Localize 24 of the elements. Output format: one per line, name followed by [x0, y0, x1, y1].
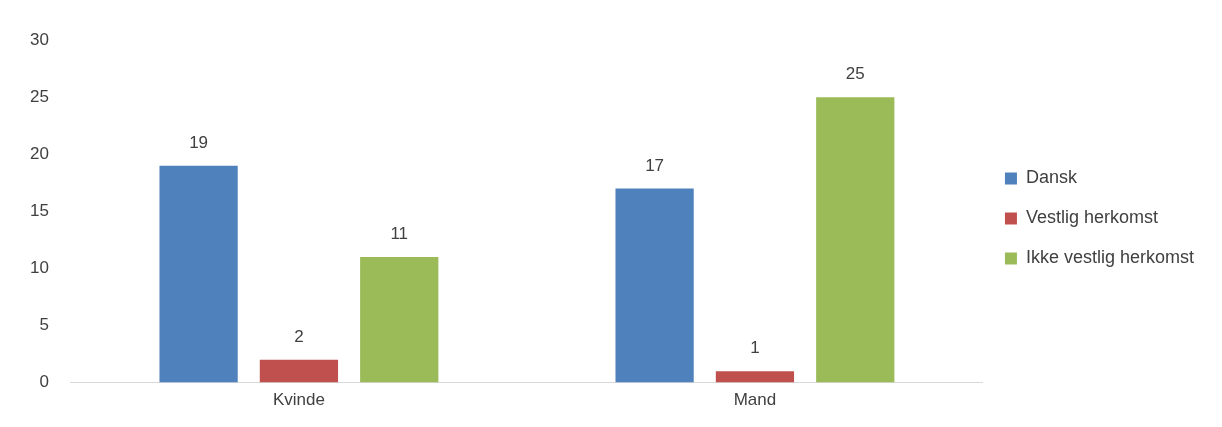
data-label: 11: [390, 224, 409, 244]
bar: [715, 371, 795, 383]
x-tick-label: Mand: [733, 390, 777, 410]
y-tick-label: 20: [29, 144, 49, 164]
data-label: 1: [750, 338, 760, 358]
data-label: 19: [189, 132, 209, 152]
y-tick-label: 10: [29, 258, 49, 278]
bar: [259, 359, 339, 383]
legend-label: Vestlig herkomst: [1025, 207, 1159, 228]
bar: [615, 188, 694, 383]
y-tick-label: 5: [39, 315, 49, 335]
y-tick-label: 15: [29, 201, 49, 221]
bar: [360, 257, 439, 383]
x-tick-label: Kvinde: [272, 390, 325, 410]
legend-label: Dansk: [1025, 167, 1078, 188]
y-tick-label: 0: [39, 372, 49, 392]
bar: [816, 97, 895, 383]
y-tick-label: 30: [29, 29, 49, 49]
y-tick-label: 25: [29, 86, 49, 106]
data-label: 2: [294, 326, 304, 346]
data-label: 25: [845, 64, 865, 84]
legend-label: Ikke vestlig herkomst: [1025, 247, 1195, 268]
data-label: 17: [645, 155, 665, 175]
bar: [159, 165, 238, 383]
